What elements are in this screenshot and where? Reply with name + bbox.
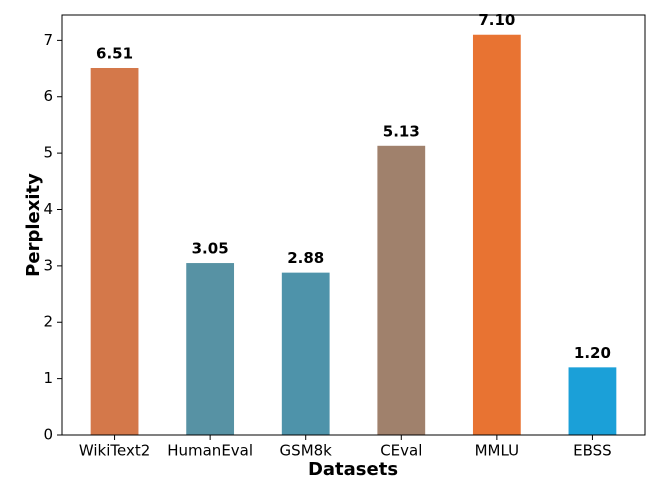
value-label: 1.20 xyxy=(574,344,611,362)
y-tick-label: 3 xyxy=(43,256,53,274)
y-tick-label: 7 xyxy=(43,31,53,49)
x-tick-label: GSM8k xyxy=(280,442,333,460)
bar xyxy=(186,263,235,435)
bar xyxy=(472,34,521,436)
plot-frame xyxy=(61,14,646,436)
bar xyxy=(568,367,617,435)
x-tick-label: MMLU xyxy=(475,442,519,460)
bar xyxy=(90,67,139,435)
y-axis-label: Perplexity xyxy=(23,173,44,277)
y-tick-label: 4 xyxy=(43,200,53,218)
value-label: 5.13 xyxy=(383,122,420,140)
value-label: 6.51 xyxy=(96,44,133,62)
x-tick-label: CEval xyxy=(380,442,422,460)
y-tick-label: 0 xyxy=(43,426,53,444)
y-tick-label: 2 xyxy=(43,313,53,331)
x-axis-label: Datasets xyxy=(308,459,398,480)
value-label: 3.05 xyxy=(192,240,229,258)
y-tick-label: 6 xyxy=(43,87,53,105)
x-tick-label: HumanEval xyxy=(167,442,253,460)
y-tick-label: 1 xyxy=(43,369,53,387)
value-label: 7.10 xyxy=(478,11,515,29)
value-label: 2.88 xyxy=(287,249,324,267)
x-tick-label: WikiText2 xyxy=(79,442,150,460)
bar xyxy=(377,145,426,436)
y-tick-label: 5 xyxy=(43,144,53,162)
bar xyxy=(281,272,330,435)
x-tick-label: EBSS xyxy=(573,442,612,460)
